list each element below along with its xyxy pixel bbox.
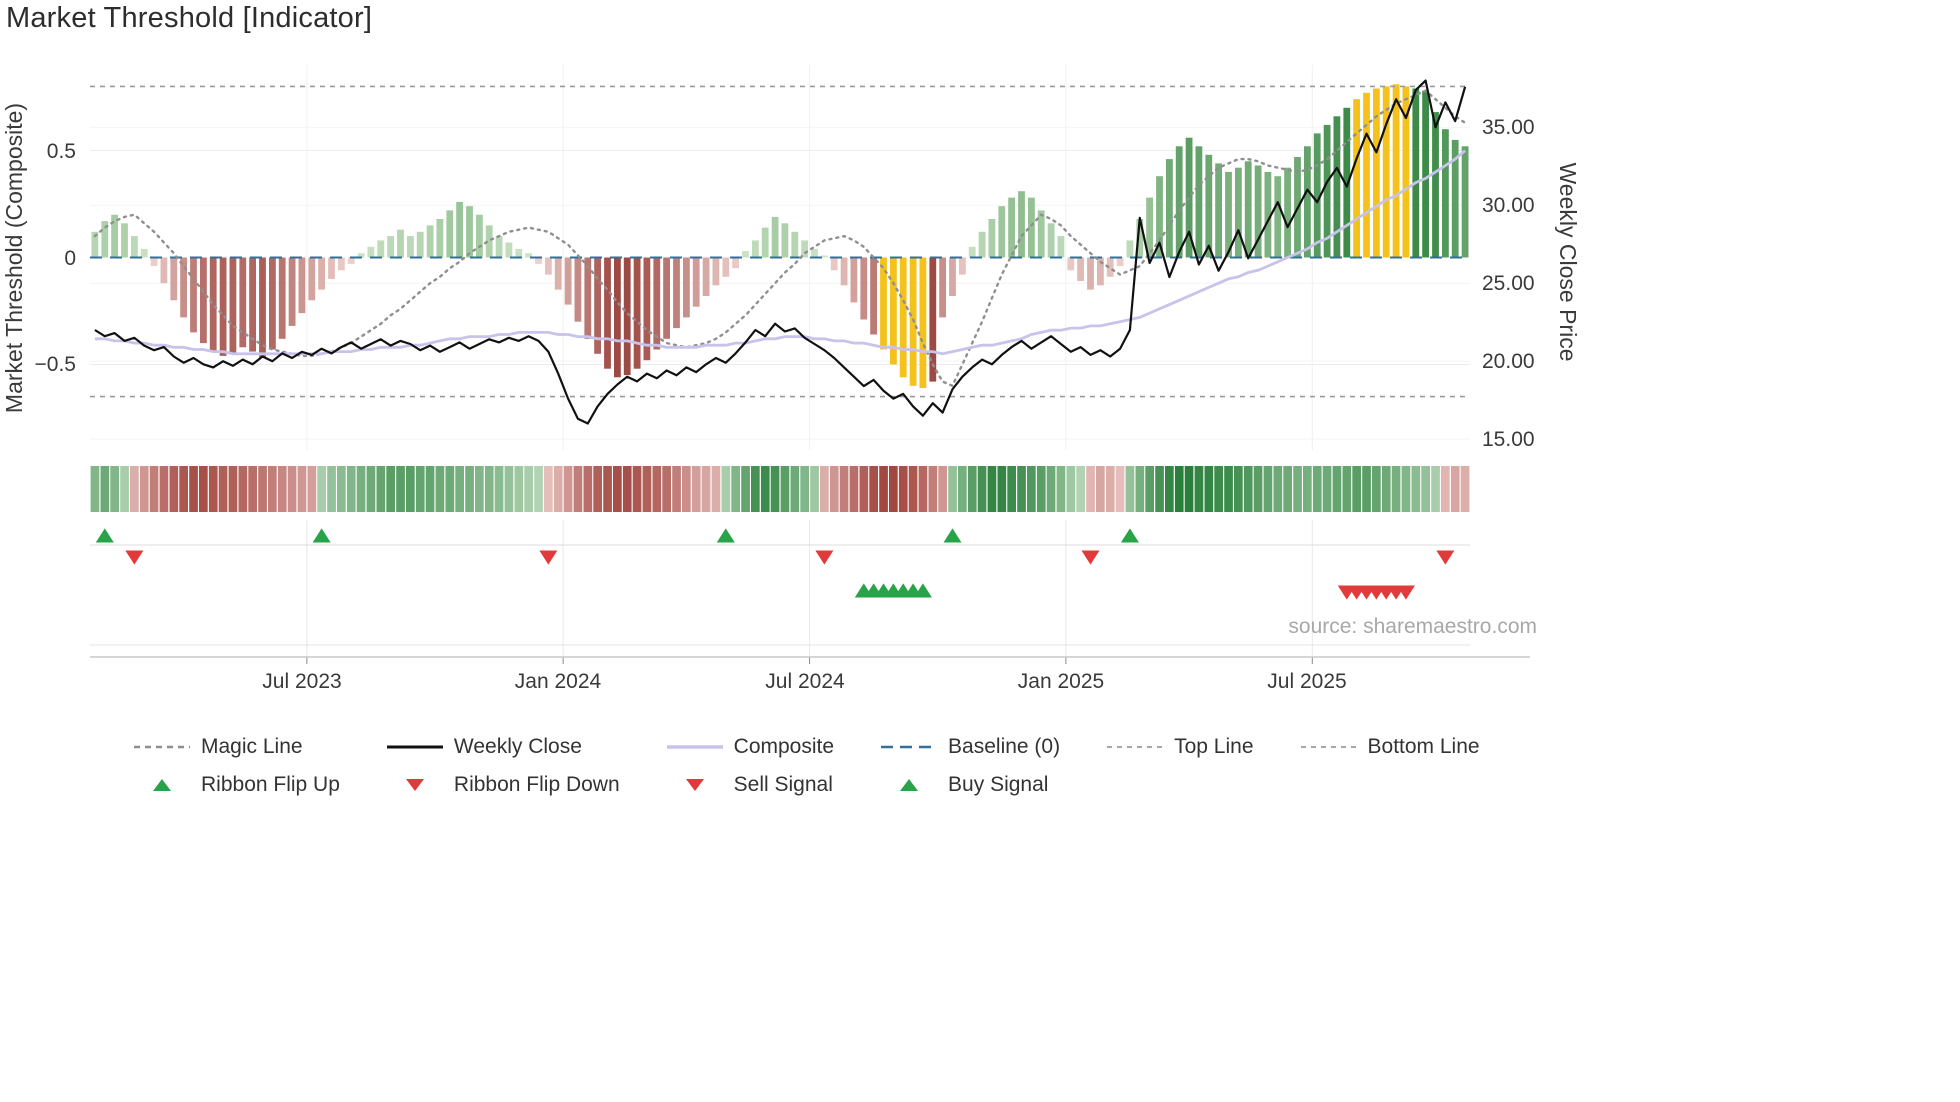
composite-line — [94, 149, 1467, 356]
right-axis-tick: 35.00 — [1482, 116, 1535, 139]
left-axis-tick: 0 — [64, 247, 76, 270]
legend: Magic Line Weekly Close Composite Baseli… — [133, 735, 1480, 797]
dashed-line-icon — [1300, 738, 1358, 756]
signal-markers — [95, 528, 1455, 600]
dashed-line-icon — [1106, 738, 1164, 756]
legend-label: Ribbon Flip Down — [453, 773, 620, 796]
legend-label: Sell Signal — [733, 773, 833, 796]
legend-label: Buy Signal — [948, 773, 1049, 796]
legend-item-bottom-line: Bottom Line — [1300, 735, 1480, 759]
triangle-up-icon — [133, 776, 191, 794]
legend-item-sell-signal: Sell Signal — [666, 773, 834, 797]
right-axis: 35.00 30.00 25.00 20.00 15.00 Weekly Clo… — [1482, 116, 1581, 451]
dashed-line-icon — [133, 738, 191, 756]
x-axis-tick: Jul 2024 — [765, 670, 845, 693]
x-axis: Jul 2023 Jan 2024 Jul 2024 Jan 2025 Jul … — [262, 670, 1346, 693]
legend-item-ribbon-flip-up: Ribbon Flip Up — [133, 773, 340, 797]
left-axis: 0.5 0 −0.5 Market Threshold (Composite) — [1, 103, 76, 413]
x-axis-tick: Jul 2025 — [1267, 670, 1346, 693]
left-axis-title: Market Threshold (Composite) — [1, 103, 27, 413]
plot-area — [90, 65, 1530, 664]
right-axis-tick: 20.00 — [1482, 350, 1535, 373]
legend-item-composite: Composite — [666, 735, 834, 759]
chart-title: Market Threshold [Indicator] — [6, 2, 373, 34]
legend-item-buy-signal: Buy Signal — [880, 773, 1060, 797]
magic-line — [93, 89, 1467, 388]
indicator-chart-canvas: 0.5 0 −0.5 Market Threshold (Composite) … — [1, 65, 1581, 693]
solid-line-icon — [386, 738, 444, 756]
legend-label: Composite — [733, 735, 835, 758]
right-axis-title: Weekly Close Price — [1555, 163, 1581, 362]
right-axis-tick: 15.00 — [1482, 428, 1535, 451]
x-axis-tick: Jan 2025 — [1018, 670, 1104, 693]
legend-item-ribbon-flip-down: Ribbon Flip Down — [386, 773, 620, 797]
gridlines — [90, 65, 1470, 664]
triangle-down-icon — [386, 776, 444, 794]
legend-label: Baseline (0) — [948, 735, 1061, 758]
right-axis-tick: 25.00 — [1482, 272, 1535, 295]
legend-label: Top Line — [1174, 735, 1254, 758]
legend-label: Ribbon Flip Up — [201, 773, 340, 796]
x-axis-tick: Jul 2023 — [262, 670, 341, 693]
triangle-up-icon — [880, 776, 938, 794]
right-axis-tick: 30.00 — [1482, 194, 1535, 217]
weekly-close-line — [94, 79, 1467, 425]
ribbon-strip — [90, 466, 1470, 512]
legend-label: Weekly Close — [453, 735, 582, 758]
legend-item-weekly-close: Weekly Close — [386, 735, 620, 759]
legend-label: Magic Line — [201, 735, 303, 758]
legend-item-baseline: Baseline (0) — [880, 735, 1060, 759]
legend-item-top-line: Top Line — [1106, 735, 1254, 759]
solid-line-icon — [666, 738, 724, 756]
left-axis-tick: −0.5 — [35, 353, 76, 376]
threshold-bars — [91, 84, 1469, 388]
dashed-line-icon — [880, 738, 938, 756]
legend-item-magic-line: Magic Line — [133, 735, 340, 759]
source-note: source: sharemaestro.com — [1288, 615, 1537, 638]
left-axis-tick: 0.5 — [47, 140, 76, 163]
triangle-down-icon — [666, 776, 724, 794]
legend-label: Bottom Line — [1367, 735, 1480, 758]
x-axis-tick: Jan 2024 — [515, 670, 602, 693]
